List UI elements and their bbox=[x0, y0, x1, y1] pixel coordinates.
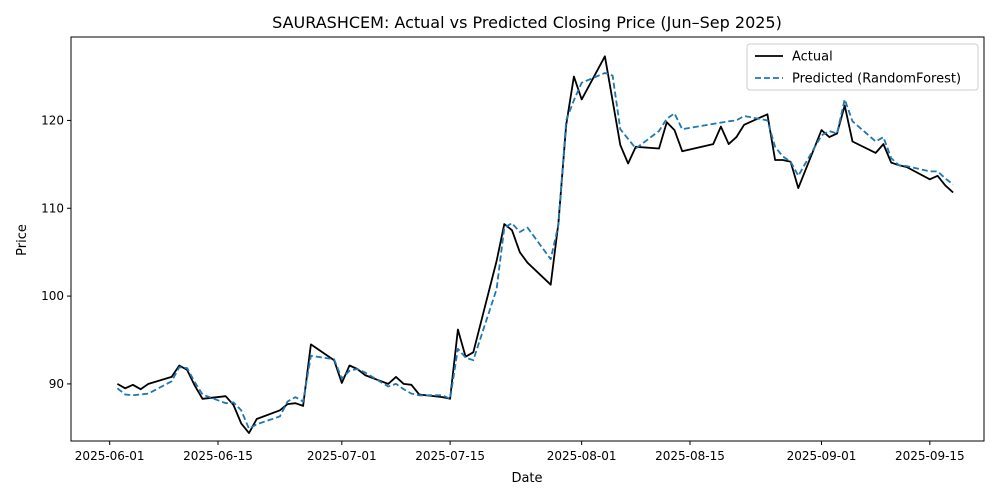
x-axis-ticks: 2025-06-01 2025-06-15 2025-07-01 2025-07-15… bbox=[75, 441, 965, 463]
y-axis-label: Price bbox=[15, 224, 30, 256]
series-line-actual bbox=[116, 55, 954, 435]
y-tick-label: 100 bbox=[41, 289, 64, 303]
plot-frame bbox=[70, 36, 985, 442]
x-tick-label: 2025-08-01 bbox=[547, 449, 617, 463]
legend: Actual Predicted (RandomForest) bbox=[746, 43, 979, 91]
y-tick-label: 90 bbox=[49, 377, 64, 391]
x-tick-label: 2025-08-15 bbox=[655, 449, 725, 463]
y-tick-label: 110 bbox=[41, 201, 64, 215]
x-tick-label: 2025-09-15 bbox=[895, 449, 965, 463]
series-line-predicted bbox=[116, 72, 954, 430]
legend-label: Actual bbox=[792, 50, 833, 65]
y-tick-label: 120 bbox=[41, 113, 64, 127]
series-layer bbox=[116, 55, 954, 435]
legend-box bbox=[746, 43, 979, 91]
y-axis-ticks: 90 100 110 120 bbox=[41, 113, 71, 391]
x-tick-label: 2025-06-01 bbox=[75, 449, 145, 463]
x-tick-label: 2025-07-01 bbox=[307, 449, 377, 463]
x-tick-label: 2025-06-15 bbox=[183, 449, 253, 463]
x-tick-label: 2025-07-15 bbox=[415, 449, 485, 463]
chart-title: SAURASHCEM: Actual vs Predicted Closing … bbox=[272, 13, 782, 32]
x-axis-label: Date bbox=[511, 471, 542, 486]
x-tick-label: 2025-09-01 bbox=[787, 449, 857, 463]
legend-label: Predicted (RandomForest) bbox=[792, 72, 961, 87]
